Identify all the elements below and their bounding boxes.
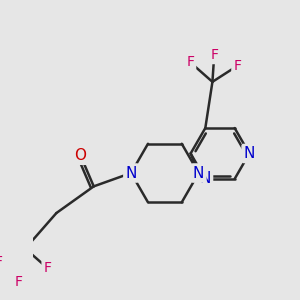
Text: F: F <box>233 59 241 73</box>
Text: N: N <box>244 146 255 161</box>
Text: F: F <box>44 261 52 275</box>
Text: F: F <box>210 48 218 62</box>
Text: N: N <box>125 166 137 181</box>
Text: F: F <box>14 275 22 290</box>
Text: O: O <box>74 148 86 163</box>
Text: N: N <box>193 166 204 181</box>
Text: F: F <box>0 255 3 269</box>
Text: F: F <box>186 55 194 69</box>
Text: N: N <box>200 171 211 186</box>
